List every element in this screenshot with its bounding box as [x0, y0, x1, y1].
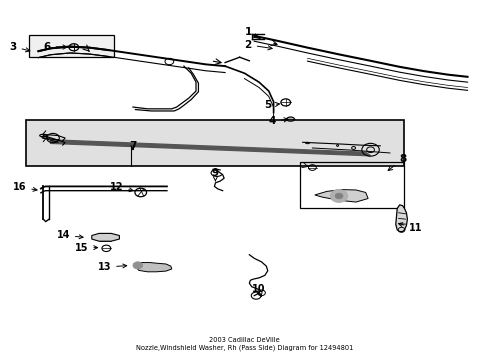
- Text: 2: 2: [244, 40, 272, 50]
- Text: 8: 8: [387, 154, 406, 171]
- Text: 5: 5: [264, 100, 279, 110]
- Text: 6: 6: [43, 41, 67, 51]
- Text: 2003 Cadillac DeVille
Nozzle,Windshield Washer, Rh (Pass Side) Diagram for 12494: 2003 Cadillac DeVille Nozzle,Windshield …: [136, 337, 352, 351]
- Polygon shape: [395, 205, 407, 231]
- Polygon shape: [314, 190, 367, 202]
- Text: 9: 9: [211, 168, 219, 181]
- Text: 7: 7: [129, 141, 137, 151]
- Bar: [29, 35, 113, 57]
- Text: 16: 16: [13, 182, 37, 192]
- Circle shape: [334, 193, 342, 199]
- Text: 15: 15: [75, 243, 98, 253]
- Text: 11: 11: [398, 223, 422, 233]
- Text: 12: 12: [110, 182, 133, 192]
- Polygon shape: [134, 262, 171, 272]
- Circle shape: [329, 190, 347, 202]
- Text: 14: 14: [56, 230, 83, 240]
- Circle shape: [133, 262, 142, 269]
- Text: 13: 13: [98, 262, 126, 272]
- Text: 10: 10: [252, 284, 265, 297]
- Text: 1: 1: [244, 27, 258, 38]
- Bar: [300, 162, 404, 208]
- Text: 4: 4: [268, 116, 287, 126]
- Polygon shape: [92, 233, 119, 241]
- Text: 3: 3: [9, 41, 30, 52]
- Polygon shape: [50, 140, 370, 156]
- Bar: [26, 120, 404, 166]
